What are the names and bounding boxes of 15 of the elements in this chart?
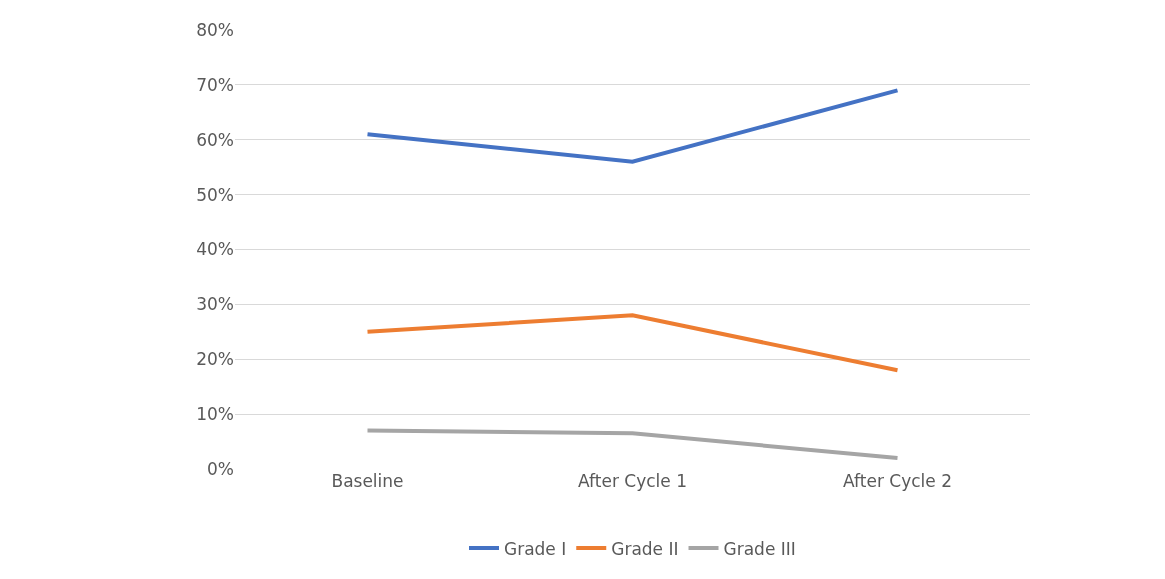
y-tick-label: 40% (196, 239, 234, 260)
y-tick-label: 20% (196, 349, 234, 370)
y-tick-label: 80% (196, 19, 234, 40)
legend-label: Grade II (611, 538, 679, 559)
x-tick-label: After Cycle 1 (578, 471, 687, 491)
legend-label: Grade I (504, 538, 567, 559)
y-tick-label: 10% (196, 404, 234, 425)
y-tick-label: 0% (207, 458, 234, 479)
legend-label: Grade III (723, 538, 796, 559)
x-tick-label: After Cycle 2 (843, 471, 952, 491)
y-tick-label: 30% (196, 294, 234, 315)
y-tick-label: 60% (196, 129, 234, 150)
x-tick-label: Baseline (331, 471, 404, 491)
y-tick-label: 70% (196, 74, 234, 95)
y-tick-label: 50% (196, 184, 234, 205)
